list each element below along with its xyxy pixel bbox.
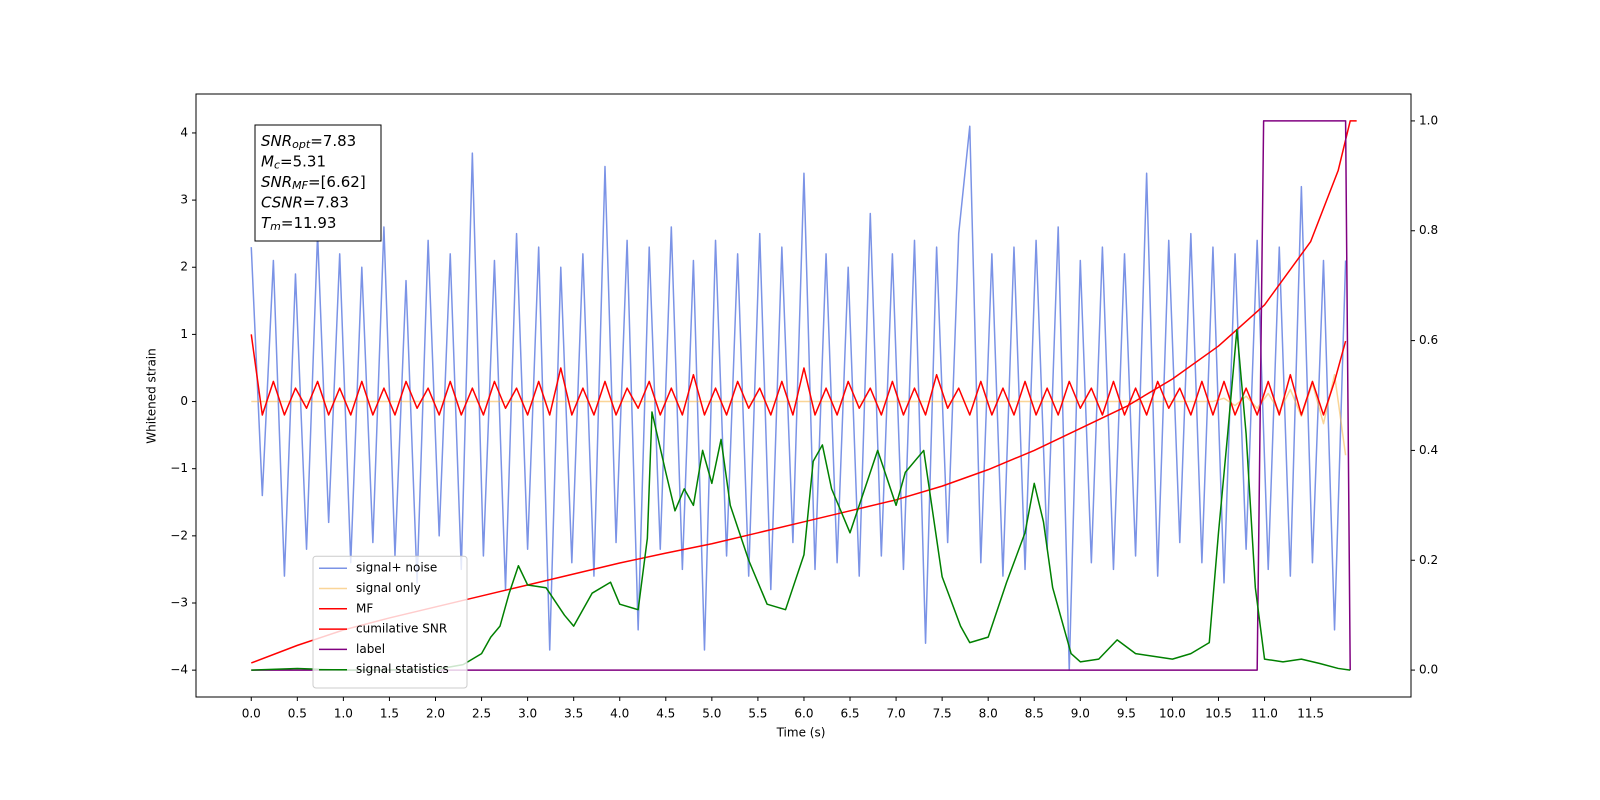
y-tick-label: 4 xyxy=(180,125,188,139)
x-axis-label: Time (s) xyxy=(776,726,826,740)
series-line xyxy=(251,120,1351,671)
info-value: =5.31 xyxy=(280,152,326,170)
y2-tick-label: 0.6 xyxy=(1419,333,1438,347)
y2-tick-label: 0.2 xyxy=(1419,553,1438,567)
info-value: =7.83 xyxy=(303,193,349,211)
info-subscript: m xyxy=(270,220,281,233)
y2-tick-label: 0.0 xyxy=(1419,663,1438,677)
y-tick-label: −3 xyxy=(170,595,188,609)
info-symbol: SNR xyxy=(261,173,292,191)
x-tick-label: 4.5 xyxy=(656,707,675,721)
legend-label: label xyxy=(356,642,385,656)
y-tick-label: −1 xyxy=(170,461,188,475)
info-value: =[6.62] xyxy=(308,173,366,191)
x-tick-label: 1.0 xyxy=(334,707,353,721)
series-line xyxy=(251,328,1351,671)
series-line xyxy=(250,125,1347,671)
legend-label: signal statistics xyxy=(356,662,449,676)
y-tick-label: 2 xyxy=(180,260,188,274)
x-tick-label: 11.5 xyxy=(1297,707,1324,721)
info-line: Mc=5.31 xyxy=(261,152,326,172)
series-line xyxy=(250,334,1347,416)
x-tick-label: 1.5 xyxy=(380,707,399,721)
x-tick-label: 9.0 xyxy=(1071,707,1090,721)
legend-label: cumilative SNR xyxy=(356,622,447,636)
info-line: SNRopt=7.83 xyxy=(261,132,356,152)
legend-label: MF xyxy=(356,601,373,615)
info-value: =11.93 xyxy=(281,214,337,232)
info-symbol: M xyxy=(261,152,274,170)
x-tick-label: 11.0 xyxy=(1251,707,1278,721)
legend: signal+ noise signal only MF cumilative SNR… xyxy=(312,555,468,689)
x-tick-label: 3.0 xyxy=(518,707,537,721)
info-line: Tm=11.93 xyxy=(261,214,336,234)
x-tick-label: 7.5 xyxy=(933,707,952,721)
info-line: SNRMF=[6.62] xyxy=(261,173,366,193)
info-text: SNRopt=7.83Mc=5.31SNRMF=[6.62]CSNR=7.83T… xyxy=(261,132,366,234)
legend-box xyxy=(312,555,468,689)
y-tick-label: −4 xyxy=(170,663,188,677)
info-line: CSNR=7.83 xyxy=(261,193,349,211)
y-axis-label: Whitened strain xyxy=(145,348,159,444)
x-tick-label: 10.0 xyxy=(1159,707,1186,721)
x-tick-label: 2.0 xyxy=(426,707,445,721)
y2-tick-label: 0.8 xyxy=(1419,223,1438,237)
x-tick-label: 2.5 xyxy=(472,707,491,721)
x-tick-label: 8.0 xyxy=(979,707,998,721)
info-value: =7.83 xyxy=(310,132,356,150)
info-symbol: T xyxy=(261,214,272,232)
x-tick-label: 4.0 xyxy=(610,707,629,721)
x-tick-label: 9.5 xyxy=(1117,707,1136,721)
y2-tick-label: 1.0 xyxy=(1419,113,1438,127)
y-tick-label: 0 xyxy=(180,394,188,408)
legend-label: signal+ noise xyxy=(356,561,437,575)
x-tick-label: 8.5 xyxy=(1025,707,1044,721)
y-tick-label: −2 xyxy=(170,528,188,542)
x-tick-label: 6.0 xyxy=(794,707,813,721)
legend-label: signal only xyxy=(356,581,421,595)
info-subscript: opt xyxy=(292,138,311,151)
x-tick-label: 0.5 xyxy=(288,707,307,721)
x-tick-label: 10.5 xyxy=(1205,707,1232,721)
x-tick-label: 5.0 xyxy=(702,707,721,721)
y2-tick-label: 0.4 xyxy=(1419,443,1438,457)
info-subscript: c xyxy=(274,159,280,172)
info-box xyxy=(254,124,382,242)
y-tick-label: 1 xyxy=(180,327,188,341)
x-tick-label: 6.5 xyxy=(840,707,859,721)
x-tick-label: 3.5 xyxy=(564,707,583,721)
x-tick-label: 5.5 xyxy=(748,707,767,721)
info-symbol: SNR xyxy=(261,132,292,150)
x-tick-label: 7.0 xyxy=(887,707,906,721)
x-tick-label: 0.0 xyxy=(242,707,261,721)
info-subscript: MF xyxy=(292,179,308,192)
y-tick-label: 3 xyxy=(180,193,188,207)
info-symbol: CSNR xyxy=(261,193,303,211)
